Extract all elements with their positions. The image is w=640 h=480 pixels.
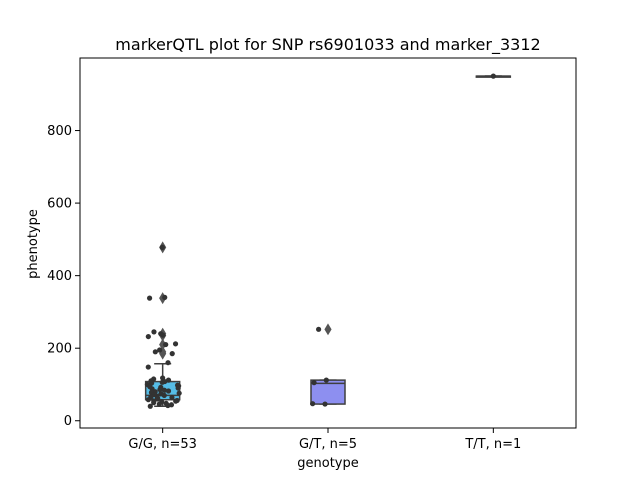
data-point (152, 349, 158, 355)
y-tick-label: 800 (47, 124, 72, 139)
data-point (151, 400, 157, 406)
data-point (323, 377, 329, 383)
data-point (310, 401, 316, 407)
outlier-marker (324, 323, 332, 336)
data-point (165, 360, 171, 366)
data-point (159, 244, 165, 250)
x-tick-label: G/T, n=5 (299, 437, 357, 452)
data-point (145, 364, 151, 370)
data-point (316, 326, 322, 332)
data-point (175, 385, 181, 391)
y-tick-label: 200 (47, 342, 72, 357)
chart-title: markerQTL plot for SNP rs6901033 and mar… (115, 35, 540, 55)
data-point (490, 73, 496, 79)
y-tick-label: 600 (47, 197, 72, 212)
x-tick-label: G/G, n=53 (128, 437, 196, 452)
x-tick-label: T/T, n=1 (464, 437, 521, 452)
y-tick-label: 0 (64, 414, 72, 429)
data-point (145, 333, 151, 340)
data-point (169, 394, 175, 401)
data-point (145, 397, 151, 403)
data-point (311, 380, 317, 386)
y-axis-label: phenotype (26, 209, 41, 279)
data-point (173, 398, 179, 404)
data-point (156, 401, 162, 407)
data-point (165, 388, 172, 394)
data-point (165, 402, 171, 409)
data-point (162, 294, 168, 301)
data-point (176, 390, 182, 396)
data-point (159, 379, 165, 385)
data-point (161, 387, 167, 393)
data-point (160, 332, 166, 338)
data-point (163, 341, 169, 348)
x-axis-label: genotype (297, 456, 358, 471)
data-point (157, 347, 163, 353)
data-point (147, 403, 153, 409)
data-point (161, 392, 167, 398)
data-point (146, 295, 153, 301)
data-point (157, 386, 163, 393)
data-point (151, 329, 157, 335)
y-tick-label: 400 (47, 269, 72, 284)
data-point (172, 341, 179, 347)
data-point (169, 351, 175, 357)
plot-area: 0 200 400 600 800 G/G, n=53 G/T, n=5 T/T, n=1 (47, 57, 577, 452)
data-point (322, 401, 328, 407)
